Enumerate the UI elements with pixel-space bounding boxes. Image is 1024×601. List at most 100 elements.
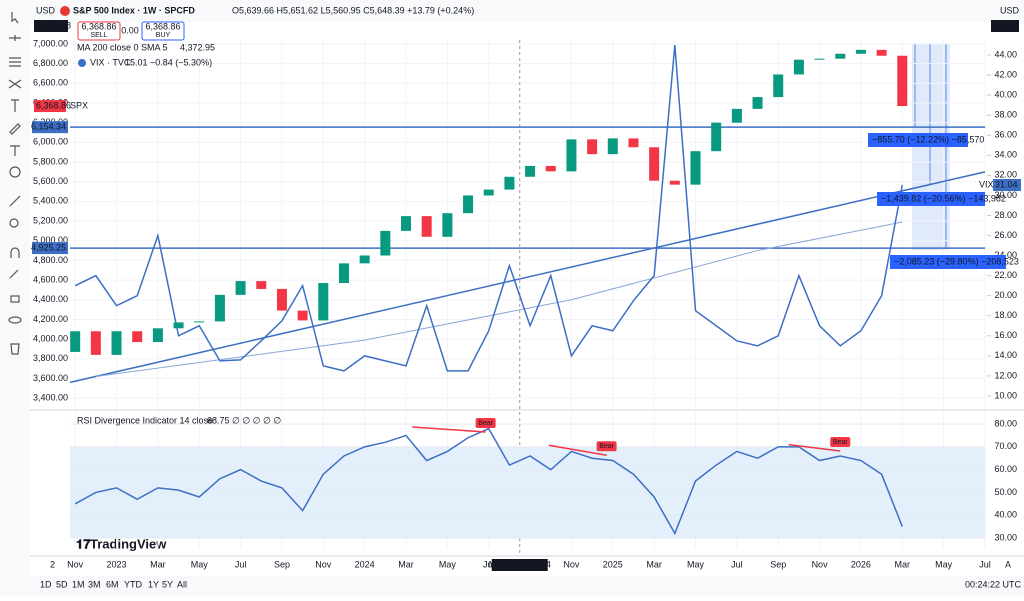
y2-tick-label: 16.00 (994, 330, 1017, 340)
candle (793, 59, 804, 75)
lock-icon[interactable] (10, 295, 20, 303)
candle (111, 331, 122, 355)
candle (628, 138, 639, 148)
y-tick-label: 7,000.00 (33, 38, 68, 48)
y-tick-label: 30.00 (994, 532, 1017, 542)
hline-label-bg (32, 242, 68, 255)
candle (214, 294, 225, 322)
y2-tick-label: 30.00 (994, 190, 1017, 200)
cursor-icon[interactable] (11, 12, 19, 24)
x-tick-label: Mar (398, 559, 414, 569)
range-button[interactable]: 3M (88, 579, 101, 589)
trendline (69, 171, 986, 384)
y-tick-label: 80.00 (994, 418, 1017, 428)
crosshair-icon[interactable] (9, 35, 21, 41)
buy-button[interactable] (141, 21, 185, 41)
candle (463, 195, 474, 214)
candle (855, 49, 866, 54)
symbol-title[interactable]: S&P 500 Index · 1W · SPCFD (73, 5, 195, 15)
magnet-icon[interactable] (10, 247, 20, 258)
pattern-icon[interactable] (8, 79, 22, 89)
range-button[interactable]: 1D (40, 579, 52, 589)
y2-tick-label: 44.00 (994, 49, 1017, 59)
x-tick-label: Jul (235, 559, 247, 569)
spread: 0.00 (121, 25, 139, 35)
ma-line (95, 221, 903, 378)
x-tick-label: 2026 (851, 559, 871, 569)
x-tick-label: May (687, 559, 705, 569)
candle (401, 216, 412, 231)
x-tick-label: May (439, 559, 457, 569)
candle (876, 49, 887, 56)
bear-tag: Bear (478, 420, 493, 427)
lock-drawing-icon[interactable] (9, 269, 19, 279)
range-button[interactable]: 5Y (162, 579, 173, 589)
vix-last-tag-bg (993, 178, 1021, 191)
range-button[interactable]: 1Y (148, 579, 159, 589)
ruler-icon[interactable] (9, 195, 21, 207)
candle (235, 281, 246, 295)
candle (194, 321, 205, 323)
range-button[interactable]: 1M (72, 579, 85, 589)
candle (525, 165, 536, 177)
top-bar (0, 0, 1024, 22)
right-currency[interactable]: USD (1000, 5, 1020, 15)
text-icon[interactable] (10, 145, 20, 156)
sell-label: SELL (90, 32, 107, 39)
rsi-flags: ∅ ∅ ∅ ∅ ∅ (232, 415, 281, 425)
sell-price: 6,368.86 (81, 21, 116, 31)
candle (669, 180, 680, 185)
x-tick-label: Nov (315, 559, 332, 569)
top-right-tag-bg (991, 20, 1019, 32)
x-tick-label: Mar (646, 559, 662, 569)
y2-tick-label: 24.00 (994, 250, 1017, 260)
last-price-tag-bg (34, 100, 66, 113)
divergence-line (788, 443, 841, 452)
x-tick-label: Mar (895, 559, 911, 569)
bear-tag-bg (596, 441, 617, 452)
vix-value: 15.01 −0.84 (−5.30%) (125, 57, 212, 67)
range-button[interactable]: YTD (124, 579, 143, 589)
candle (773, 74, 784, 98)
y-tick-label: 4,400.00 (33, 294, 68, 304)
y-tick-label: 5,600.00 (33, 176, 68, 186)
hline-label-bg (32, 121, 68, 134)
rsi-line (74, 427, 903, 536)
candle (649, 147, 660, 181)
measure-icon[interactable] (11, 99, 19, 112)
range-button[interactable]: All (177, 579, 187, 589)
eye-icon[interactable] (8, 316, 22, 324)
candle (504, 176, 515, 190)
x-tick-label: May (191, 559, 209, 569)
last-price-tag: 6,368.86 (36, 100, 71, 110)
y-tick-label: 5,400.00 (33, 196, 68, 206)
auto-scale[interactable]: A (1005, 559, 1011, 569)
y2-tick-label: 10.00 (994, 390, 1017, 400)
zoom-icon[interactable] (9, 218, 19, 228)
crosshair-label: Mon 26 Aug '24 (489, 559, 551, 569)
range-button[interactable]: 6M (106, 579, 119, 589)
emoji-icon[interactable] (9, 166, 21, 178)
range-button[interactable]: 5D (56, 579, 68, 589)
y-tick-label: 40.00 (994, 510, 1017, 520)
page-marker: 2 (50, 559, 55, 569)
y-tick-label: 4,200.00 (33, 314, 68, 324)
x-tick-label: Jul (483, 559, 495, 569)
ma-legend: MA 200 close 0 SMA 5 (77, 42, 168, 52)
lines-icon[interactable] (9, 57, 21, 67)
sell-button[interactable] (77, 21, 121, 41)
y-tick-label: 3,600.00 (33, 373, 68, 383)
brush-icon[interactable] (9, 123, 21, 135)
trash-icon[interactable] (10, 343, 20, 355)
vix-flag (78, 59, 86, 67)
candle (256, 281, 267, 289)
last-price-symbol: SPX (70, 100, 88, 110)
currency[interactable]: USD (36, 5, 56, 15)
hline-label: 4,925.25 (31, 242, 66, 252)
candle (70, 331, 81, 352)
candle (442, 213, 453, 237)
vix-last-tag: 31.04 (995, 179, 1018, 189)
candle (607, 138, 618, 155)
